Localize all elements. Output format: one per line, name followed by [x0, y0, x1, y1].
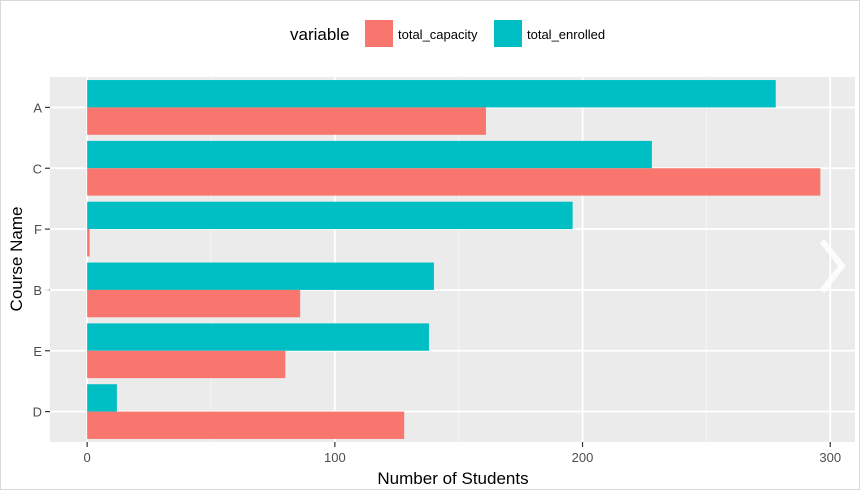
bar-total-capacity-E [87, 350, 286, 379]
x-axis-title: Number of Students [377, 469, 528, 488]
x-tick-label: 0 [84, 450, 91, 465]
legend-label-total-enrolled: total_enrolled [527, 27, 605, 42]
bar-total-capacity-F [87, 229, 90, 257]
y-tick-label: D [33, 405, 42, 420]
chevron-right-icon[interactable] [819, 239, 846, 293]
bars [87, 80, 821, 439]
x-tick-label: 200 [572, 450, 594, 465]
y-tick-label: B [33, 283, 42, 298]
x-axis: 0 100 200 300 [84, 442, 841, 465]
bar-total-capacity-C [87, 168, 821, 196]
bar-total-enrolled-B [87, 262, 434, 290]
legend-label-total-capacity: total_capacity [398, 27, 478, 42]
plot-panel [50, 77, 855, 442]
x-tick-label: 300 [819, 450, 841, 465]
bar-total-enrolled-E [87, 323, 429, 351]
bar-total-capacity-B [87, 289, 301, 318]
legend-key-total-enrolled [494, 20, 522, 47]
y-axis: A C F B E D [33, 100, 50, 420]
y-axis-title: Course Name [7, 207, 26, 312]
bar-total-enrolled-F [87, 201, 573, 230]
bar-total-capacity-A [87, 107, 486, 135]
legend: variable total_capacity total_enrolled [290, 20, 605, 47]
bar-total-capacity-D [87, 411, 405, 439]
y-tick-label: E [33, 344, 42, 359]
y-tick-label: C [33, 161, 42, 176]
legend-title: variable [290, 25, 350, 44]
y-tick-label: A [33, 100, 42, 115]
bar-total-enrolled-C [87, 140, 652, 169]
bar-total-enrolled-D [87, 384, 117, 412]
y-tick-label: F [34, 222, 42, 237]
legend-key-total-capacity [365, 20, 393, 47]
bar-total-enrolled-A [87, 80, 776, 108]
x-tick-label: 100 [324, 450, 346, 465]
chevron-left-icon[interactable] [24, 239, 51, 293]
